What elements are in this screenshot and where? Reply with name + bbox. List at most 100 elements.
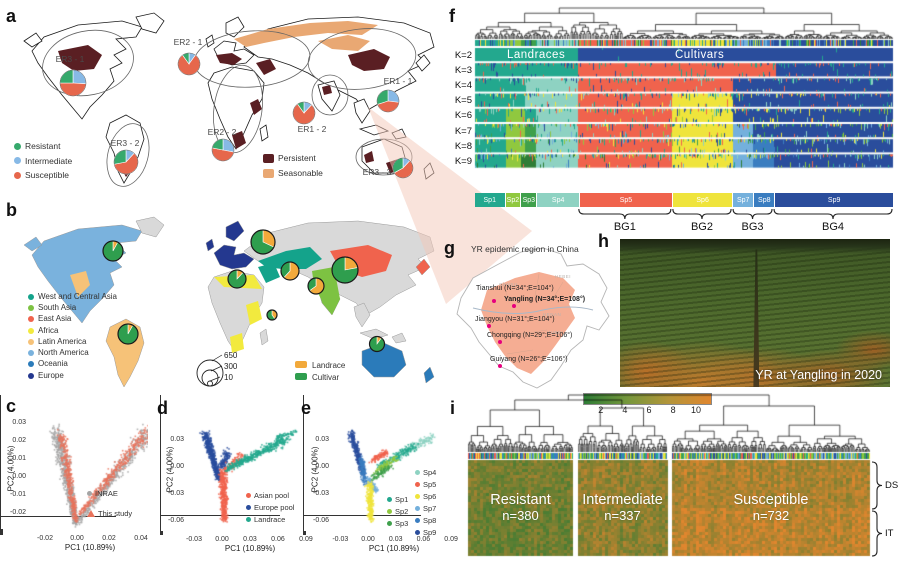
plot-legend-item: Sp6: [415, 492, 436, 501]
block-count: n=732: [752, 508, 790, 523]
type-legend-swatch: [295, 361, 307, 368]
x-tick-label: 0.04: [134, 535, 148, 542]
persistent-area: [232, 131, 246, 149]
panel-c-pca-plot: PC1 (10.89%) PC2 (4.00%) -0.02 0.00 0.02 0.…: [0, 395, 160, 570]
legend-dot-icon: [28, 327, 34, 334]
y-tick: [303, 531, 306, 532]
region-overlay: [258, 263, 280, 283]
x-tick: [303, 519, 304, 522]
subpopulation-segment: Sp2: [505, 193, 521, 207]
panel-label-h: h: [598, 231, 609, 251]
legend-label: North America: [38, 348, 89, 358]
plot-legend-label: Sp8: [423, 516, 437, 525]
region-japan: [415, 258, 431, 276]
legend-item: Resistant: [14, 139, 72, 154]
subpopulation-segment: Sp9: [775, 193, 893, 207]
panel-label-e: e: [301, 398, 312, 418]
scatter-canvas: [335, 411, 453, 531]
plot-legend-label: Sp5: [423, 480, 437, 489]
x-tick: [303, 525, 304, 528]
legend-swatch-icon: [263, 154, 274, 163]
pie-chart: [331, 256, 359, 284]
y-axis-line: [0, 395, 1, 516]
dot-marker-icon: [387, 497, 392, 502]
legend-label: East Asia: [38, 314, 72, 324]
y-axis-line: [160, 395, 161, 515]
seasonable-area: [234, 21, 378, 47]
province-hint-label: HENAN: [543, 312, 562, 317]
y-tick: [0, 529, 3, 530]
dot-marker-icon: [87, 491, 92, 496]
epidemic-region-ellipse: [42, 29, 134, 97]
continent-asia: [243, 16, 435, 112]
panel-c-y-axis-title: PC2 (4.00%): [6, 445, 16, 492]
dot-marker-icon: [415, 506, 420, 511]
region-greenland: [135, 216, 165, 238]
legend-label: Persistent: [278, 153, 316, 164]
x-tick: [303, 522, 304, 525]
legend-item: West and Central Asia: [28, 291, 117, 302]
k-value-label: K=7: [454, 125, 472, 137]
panel-label-f: f: [449, 6, 455, 26]
epidemic-region-label: ER3 - 1: [56, 54, 85, 64]
plot-legend-item: Asian pool: [246, 491, 289, 500]
y-tick: [0, 534, 3, 535]
panel-c-x-axis-title: PC1 (10.89%): [64, 543, 116, 552]
legend-dot-icon: [28, 293, 34, 300]
continent-britain: [205, 34, 215, 48]
scale-tick-label: 2: [598, 405, 604, 415]
province-hint-label: HEBEI: [555, 274, 572, 279]
panel-a-world-map: [23, 12, 435, 187]
scatter-canvas: [190, 411, 310, 531]
region-overlay: [70, 271, 90, 297]
province-hint-label: GANSU: [499, 282, 518, 287]
pie-chart: [177, 52, 201, 76]
plot-legend-label: Sp9: [423, 528, 437, 537]
plot-legend-item: Sp8: [415, 516, 436, 525]
dot-marker-icon: [415, 470, 420, 475]
persistent-area: [216, 53, 242, 65]
scale-tick-label: 10: [691, 405, 702, 415]
heatmap-canvas: [443, 390, 900, 570]
plot-legend-item: Landrace: [246, 515, 285, 524]
dot-marker-icon: [415, 482, 420, 487]
plot-legend-item: Sp2: [387, 507, 408, 516]
region-overlay: [230, 333, 244, 353]
plot-legend-label: Sp4: [423, 468, 437, 477]
plot-legend-item: Sp3: [387, 519, 408, 528]
bg-brace: [773, 208, 893, 220]
x-tick: [160, 528, 161, 531]
heatmap-block-label: Resistant n=380: [490, 492, 550, 523]
cultivars-group-label: Cultivars: [675, 49, 725, 61]
plot-legend-item: Sp9: [415, 528, 436, 537]
pie-chart: [59, 69, 87, 97]
region-madagascar: [259, 328, 269, 346]
persistent-area: [250, 99, 262, 115]
y-tick: [0, 532, 3, 533]
scatter-canvas: [32, 409, 148, 530]
region-indo2: [391, 332, 407, 344]
x-tick-label: 0.00: [361, 536, 375, 543]
y-tick-label: -0.06: [168, 517, 184, 524]
wheat-field-photo: [620, 239, 890, 387]
x-tick: [303, 516, 304, 519]
persistent-area: [348, 49, 390, 71]
dot-marker-icon: [387, 521, 392, 526]
plot-legend-label: Sp2: [395, 507, 409, 516]
city-label: Jiangyou (N=31°;E=104°): [475, 316, 555, 323]
legend-item: Africa: [28, 325, 117, 336]
dot-marker-icon: [246, 517, 251, 522]
photo-caption: YR at Yangling in 2020: [755, 368, 882, 382]
legend-swatch-icon: [263, 169, 274, 178]
triangle-marker-icon: [87, 510, 95, 517]
city-dot: [498, 340, 502, 344]
persistent-area: [256, 59, 276, 75]
subpopulation-segment: Sp8: [754, 193, 775, 207]
k-value-label: K=5: [454, 95, 472, 107]
legend-dot-icon: [28, 338, 34, 345]
plot-legend-item: Sp7: [415, 504, 436, 513]
plot-legend-label: Sp6: [423, 492, 437, 501]
panel-a-pies-layer: ER3 - 1 ER2 - 1 ER1 - 1 ER1 - 2 ER2 - 2 ER3 -…: [56, 37, 414, 179]
panel-f-structure: Landraces Cultivars Sp1 Sp2 Sp3 Sp4 Sp5 Sp6 Sp…: [443, 3, 900, 236]
epidemic-region-ellipse: [106, 123, 150, 187]
